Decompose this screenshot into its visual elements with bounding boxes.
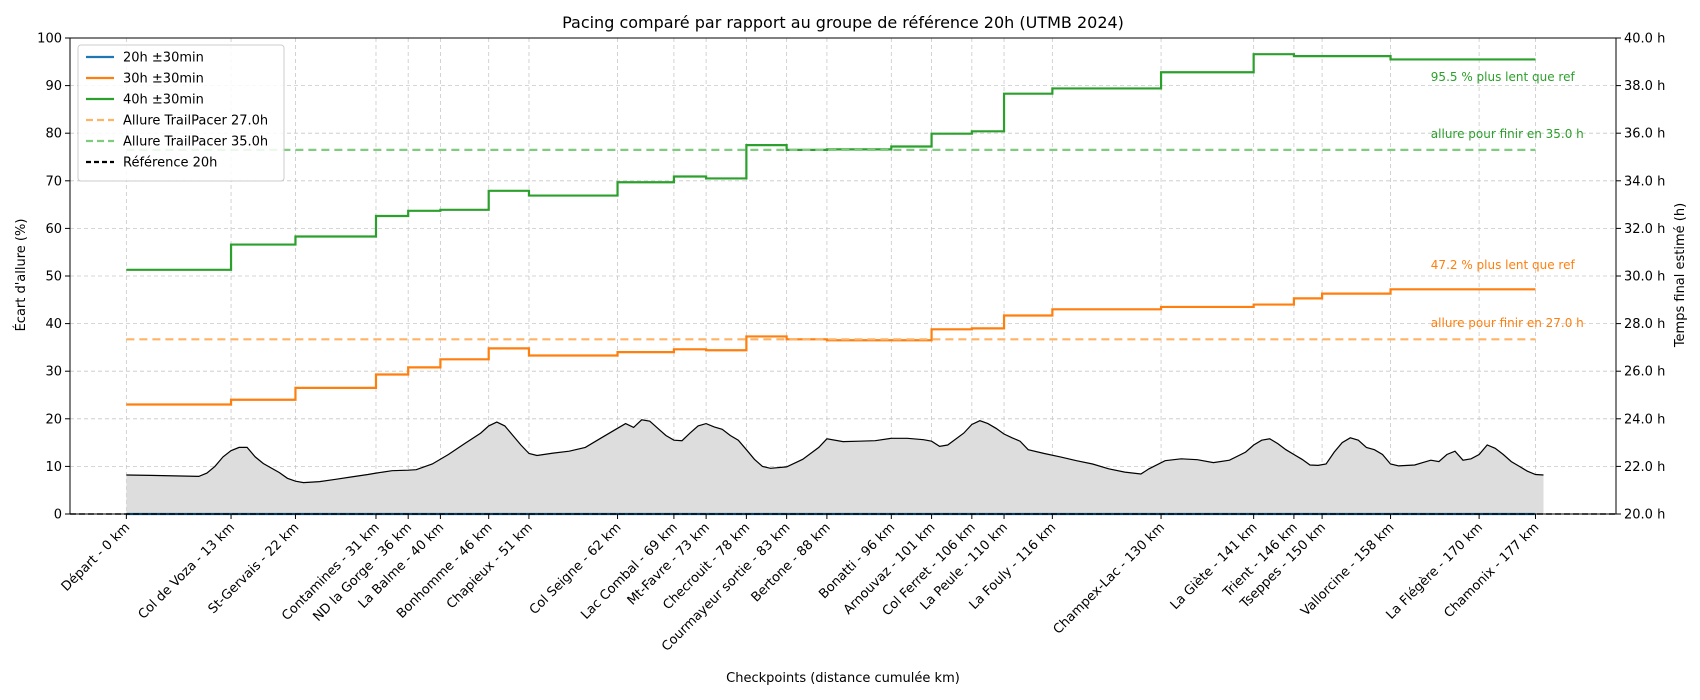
y2-tick-label: 30.0 h bbox=[1624, 270, 1665, 285]
y2-tick-label: 20.0 h bbox=[1624, 508, 1665, 523]
legend-entry: Référence 20h bbox=[123, 156, 217, 171]
grid-lines bbox=[70, 37, 1616, 515]
elevation-area bbox=[126, 419, 1544, 514]
y-tick-label: 50 bbox=[45, 270, 62, 285]
y-tick-label: 80 bbox=[45, 127, 62, 142]
y-tick-label: 0 bbox=[54, 508, 62, 523]
y2-axis-ticks: 20.0 h 22.0 h 24.0 h 26.0 h 28.0 h 30.0 h 32.0… bbox=[1616, 32, 1665, 523]
legend-entry: 20h ±30min bbox=[123, 51, 204, 66]
elevation-profile bbox=[126, 419, 1544, 514]
y2-tick-label: 28.0 h bbox=[1624, 317, 1665, 332]
legend-box bbox=[77, 44, 285, 182]
y2-tick-label: 38.0 h bbox=[1624, 79, 1665, 94]
x-tick-label: La Flégère - 170 km bbox=[1384, 520, 1486, 622]
x-axis-ticks: Départ - 0 km Col de Voza - 13 kmSt-Gerva… bbox=[59, 514, 1543, 655]
annotation-text: allure pour finir en 27.0 h bbox=[1431, 316, 1584, 330]
y2-tick-label: 32.0 h bbox=[1624, 222, 1665, 237]
chart-title: Pacing comparé par rapport au groupe de … bbox=[562, 13, 1124, 32]
legend: 20h ±30min 30h ±30min 40h ±30min Allure Tra… bbox=[77, 44, 285, 182]
x-tick-label: Champex-Lac - 130 km bbox=[1051, 520, 1168, 637]
y-axis-label: Écart d'allure (%) bbox=[13, 219, 29, 332]
y-tick-label: 100 bbox=[37, 32, 62, 47]
legend-entry: Allure TrailPacer 27.0h bbox=[123, 114, 268, 129]
y-axis-ticks: 0 10 20 30 40 50 60 70 80 90 100 bbox=[37, 32, 70, 523]
y2-tick-label: 22.0 h bbox=[1624, 460, 1665, 475]
annotation-text: 95.5 % plus lent que ref bbox=[1431, 70, 1576, 84]
annotation-text: allure pour finir en 35.0 h bbox=[1431, 127, 1584, 141]
x-tick-label: Départ - 0 km bbox=[59, 520, 133, 594]
y-tick-label: 30 bbox=[45, 365, 62, 380]
legend-entry: 40h ±30min bbox=[123, 93, 204, 108]
y2-tick-label: 40.0 h bbox=[1624, 32, 1665, 47]
y-tick-label: 40 bbox=[45, 317, 62, 332]
x-axis-label: Checkpoints (distance cumulée km) bbox=[726, 671, 960, 686]
y2-tick-label: 26.0 h bbox=[1624, 365, 1665, 380]
x-tick-label: Chamonix - 177 km bbox=[1442, 520, 1543, 621]
annotation-text: 47.2 % plus lent que ref bbox=[1431, 258, 1576, 272]
series-line-1 bbox=[126, 288, 1536, 406]
y2-tick-label: 36.0 h bbox=[1624, 127, 1665, 142]
x-tick-label: Col Seigne - 62 km bbox=[527, 520, 625, 618]
y-tick-label: 20 bbox=[45, 412, 62, 427]
y-tick-label: 10 bbox=[45, 460, 62, 475]
y-tick-label: 90 bbox=[45, 79, 62, 94]
annotations: 95.5 % plus lent que ref allure pour fini… bbox=[1431, 70, 1584, 330]
legend-entry: Allure TrailPacer 35.0h bbox=[123, 135, 268, 150]
elevation-line bbox=[126, 419, 1544, 484]
series-line-2 bbox=[126, 53, 1536, 271]
y-tick-label: 60 bbox=[45, 222, 62, 237]
x-tick-label: La Fouly - 116 km bbox=[967, 520, 1060, 613]
y-tick-label: 70 bbox=[45, 174, 62, 189]
y2-tick-label: 34.0 h bbox=[1624, 174, 1665, 189]
legend-entry: 30h ±30min bbox=[123, 72, 204, 87]
y2-tick-label: 24.0 h bbox=[1624, 412, 1665, 427]
y2-axis-label: Temps final estimé (h) bbox=[1673, 203, 1688, 348]
